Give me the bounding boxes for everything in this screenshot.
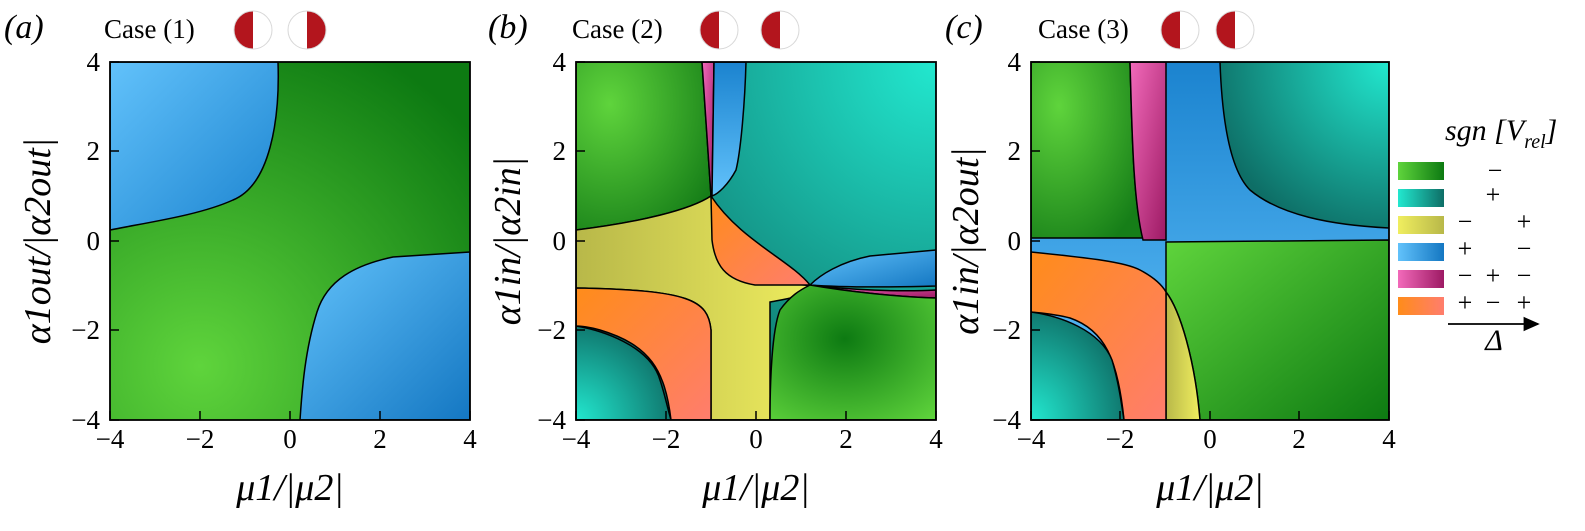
legend-swatch-blue (1398, 243, 1444, 261)
panel-b-region-teal-bottom-left (576, 325, 672, 420)
legend-sign-magenta-1: − (1458, 261, 1473, 290)
panel-c-xlabel: μ1/|μ2| (1155, 467, 1264, 509)
legend-sign-magenta-4: − (1517, 261, 1532, 290)
panel-b-xlabel: μ1/|μ2| (701, 467, 810, 509)
panel-a-xlabel: μ1/|μ2| (235, 467, 344, 509)
panel-c-case-label: Case (3) (1038, 14, 1129, 44)
legend-title-close: ] (1545, 114, 1558, 147)
panel-c: −4 −2 0 2 4 4 2 0 −2 −4 μ1/|μ2| α1in/|α2… (945, 9, 1396, 509)
panel-b-region-orange-bottom-left (576, 287, 712, 420)
panel-b-case-label: Case (2) (572, 14, 663, 44)
panel-c-regions (1031, 62, 1389, 420)
panel-c-region-green-top-left (1031, 62, 1144, 239)
panel-c-xtick-2: 0 (1203, 424, 1217, 454)
panel-a-ytick-2: 0 (87, 226, 101, 256)
panel-b-regions (576, 62, 936, 420)
legend-swatch-green (1398, 162, 1444, 180)
legend-sign-orange-3: − (1486, 288, 1501, 317)
panel-c-ytick-1: 2 (1008, 136, 1022, 166)
panel-b-ylabel: α1in/|α2in| (487, 157, 529, 325)
panel-a-region-blue-top-left (110, 62, 279, 231)
legend-sign-magenta-3: + (1486, 261, 1501, 290)
panel-a-ytick-0: 4 (87, 47, 101, 77)
legend-swatch-orange (1398, 297, 1444, 315)
panel-a: −4 −2 0 2 4 4 2 0 −2 −4 μ1/|μ2| α1out/|α… (4, 9, 477, 509)
legend-sign-orange-1: + (1458, 288, 1473, 317)
panel-c-region-green-bottom-right (1165, 239, 1389, 420)
panel-c-ytick-3: −2 (992, 315, 1021, 345)
legend-swatch-magenta (1398, 270, 1444, 288)
panel-a-ytick-1: 2 (87, 136, 101, 166)
panel-a-disc-right (287, 10, 327, 50)
panel-b-xtick-1: −2 (652, 424, 681, 454)
panel-c-xtick-1: −2 (1106, 424, 1135, 454)
legend-sign-blue-1: + (1458, 234, 1473, 263)
panel-b-ytick-1: 2 (553, 136, 567, 166)
panel-c-region-magenta (1129, 62, 1167, 241)
panel-a-xtick-2: 0 (283, 424, 297, 454)
legend-sign-green-2: − (1488, 156, 1503, 185)
panel-c-ytick-2: 0 (1008, 226, 1022, 256)
panel-b-region-green-bottom-right (769, 284, 936, 420)
legend: sgn [Vrel] − + − + + − − + − + − + Δ (1398, 114, 1557, 357)
panel-c-ytick-0: 4 (1008, 47, 1022, 77)
panel-b-ticks (575, 61, 937, 421)
panel-b-xtick-0: −4 (562, 424, 591, 454)
panel-a-ylabel: α1out/|α2out| (17, 138, 59, 344)
panel-c-region-orange (1031, 251, 1167, 420)
legend-swatch-teal (1398, 189, 1444, 207)
panel-b-ytick-4: −4 (537, 405, 566, 435)
panel-a-xtick-3: 2 (373, 424, 387, 454)
panel-b-disc-left (699, 10, 739, 50)
panel-a-case-label: Case (1) (104, 14, 195, 44)
panel-b-region-green-top-left (576, 62, 712, 231)
legend-sign-blue-4: − (1517, 234, 1532, 263)
panel-a-xtick-1: −2 (186, 424, 215, 454)
panel-a-ytick-3: −2 (71, 315, 100, 345)
panel-a-ytick-4: −4 (71, 405, 100, 435)
panel-a-disc-left (233, 10, 273, 50)
panel-a-letter: (a) (4, 9, 44, 46)
panel-c-disc-left (1160, 10, 1200, 50)
panel-b-ytick-0: 4 (553, 47, 567, 77)
panel-a-xtick-4: 4 (463, 424, 477, 454)
panel-c-ticks (1030, 61, 1390, 421)
panel-c-letter: (c) (945, 9, 983, 46)
legend-sign-yellow-1: − (1458, 207, 1473, 236)
panel-b-disc-right (760, 10, 800, 50)
legend-sign-teal-3: + (1486, 180, 1501, 209)
panel-c-disc-right (1215, 10, 1255, 50)
panel-c-xtick-4: 4 (1382, 424, 1396, 454)
legend-swatch-yellow (1398, 216, 1444, 234)
panel-c-region-teal-bottom-left (1031, 311, 1125, 420)
panel-a-ticks (109, 61, 471, 421)
legend-sign-yellow-4: + (1517, 207, 1532, 236)
panel-c-xtick-3: 2 (1292, 424, 1306, 454)
panel-b-ytick-3: −2 (537, 315, 566, 345)
panel-b-xtick-4: 4 (929, 424, 943, 454)
panel-a-regions (110, 62, 470, 420)
legend-title-sub: rel (1524, 131, 1546, 153)
panel-b-letter: (b) (488, 9, 528, 46)
legend-title: sgn [Vrel] (1445, 114, 1557, 153)
panel-c-xtick-0: −4 (1017, 424, 1046, 454)
panel-c-region-teal-top-right (1219, 62, 1389, 229)
panel-b-xtick-2: 0 (749, 424, 763, 454)
panel-a-xtick-0: −4 (96, 424, 125, 454)
legend-sign-orange-4: + (1517, 288, 1532, 317)
panel-c-ytick-4: −4 (992, 405, 1021, 435)
panel-b-region-blue-top (711, 62, 747, 198)
panel-c-ylabel: α1in/|α2out| (945, 147, 987, 334)
panel-b: −4 −2 0 2 4 4 2 0 −2 −4 μ1/|μ2| α1in/|α2… (487, 9, 943, 509)
panel-b-xtick-3: 2 (839, 424, 853, 454)
panel-b-ytick-2: 0 (553, 226, 567, 256)
panel-a-region-blue-bottom-right (299, 251, 470, 420)
legend-title-main: sgn [V (1445, 114, 1528, 147)
legend-axis-label: Δ (1484, 324, 1503, 357)
